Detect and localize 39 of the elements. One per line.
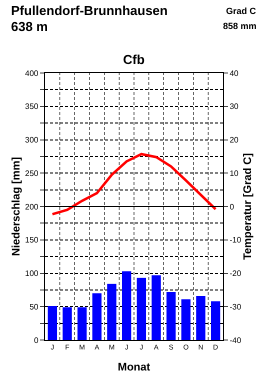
bar — [48, 306, 58, 340]
y-tick-label: 0 — [34, 336, 39, 345]
bar — [122, 271, 132, 340]
bar — [152, 275, 161, 340]
y2-tick-label: 40 — [230, 68, 240, 78]
text: Grad C — [226, 6, 257, 16]
bar — [92, 293, 102, 340]
y2-tick-label: -40 — [230, 336, 242, 345]
y2-tick-label: 0 — [230, 202, 235, 212]
bar — [107, 284, 116, 340]
y-tick-label: 350 — [25, 102, 39, 112]
bar — [166, 292, 176, 340]
x-axis-title: Monat — [118, 362, 151, 374]
y-tick-label: 250 — [25, 168, 39, 178]
y2-tick-label: 20 — [230, 136, 240, 145]
y2-tick-label: -20 — [230, 269, 242, 278]
bar — [136, 278, 146, 340]
line-series — [51, 152, 217, 216]
y-tick-label: 100 — [25, 269, 39, 278]
bar — [62, 307, 72, 340]
y2-tick-label: -30 — [230, 302, 242, 312]
y-tick-label: 400 — [25, 68, 39, 78]
text: 858 mm — [223, 21, 257, 31]
bar — [210, 301, 220, 340]
chart-subtitle: 638 m — [11, 19, 48, 34]
text: Cfb — [123, 52, 145, 67]
y2-tick-label: 30 — [230, 102, 240, 112]
chart-title: Pfullendorf-Brunnhausen — [11, 3, 168, 18]
y-tick-label: 300 — [25, 136, 39, 145]
bar — [181, 299, 191, 340]
bar — [196, 296, 206, 340]
y2-axis-title: Temperatur [Grad C] — [242, 152, 254, 260]
y-tick-label: 150 — [25, 236, 39, 245]
y2-tick-label: -10 — [230, 236, 242, 245]
y-axis-title: Niederschlag [mm] — [10, 156, 23, 256]
y-tick-label: 50 — [29, 302, 39, 312]
y-tick-label: 200 — [25, 202, 39, 212]
bar — [77, 307, 87, 340]
y2-tick-label: 10 — [230, 168, 240, 178]
